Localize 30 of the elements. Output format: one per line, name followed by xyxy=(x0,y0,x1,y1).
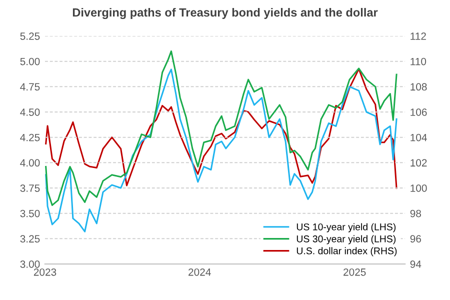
y2-tick-label: 96 xyxy=(410,235,421,243)
y2-tick-label: 98 xyxy=(410,210,421,218)
chart-title: Diverging paths of Treasury bond yields and the dollar xyxy=(72,8,378,20)
y-tick-label: 3.75 xyxy=(20,184,40,192)
y2-tick-label: 94 xyxy=(410,260,422,268)
y2-tick-label: 102 xyxy=(410,159,427,167)
x-tick-label: 2024 xyxy=(188,268,211,276)
y2-tick-label: 108 xyxy=(410,83,427,91)
y-tick-label: 4.00 xyxy=(20,159,40,167)
y2-tick-label: 106 xyxy=(410,108,427,116)
y-tick-label: 4.50 xyxy=(20,108,40,116)
legend-label: US 30-year yield (LHS) xyxy=(296,235,396,244)
x-tick-label: 2025 xyxy=(344,268,366,276)
y2-tick-label: 100 xyxy=(410,184,427,192)
y-tick-label: 3.50 xyxy=(20,210,40,218)
y-tick-label: 4.25 xyxy=(20,134,40,142)
y-tick-label: 5.00 xyxy=(20,58,40,66)
y2-tick-label: 112 xyxy=(410,32,426,40)
y-tick-label: 4.75 xyxy=(20,83,40,91)
legend-label: U.S. dollar index (RHS) xyxy=(296,247,397,256)
line-series xyxy=(45,50,398,206)
y-tick-label: 3.25 xyxy=(20,235,40,243)
line-series xyxy=(45,68,398,232)
y-tick-label: 3.00 xyxy=(20,260,40,268)
y2-tick-label: 104 xyxy=(410,134,427,142)
y2-tick-label: 110 xyxy=(410,58,426,66)
x-tick-label: 2023 xyxy=(34,268,56,276)
line-series xyxy=(45,68,398,189)
legend-label: US 10-year yield (LHS) xyxy=(296,223,396,232)
y-tick-label: 5.25 xyxy=(20,32,40,40)
